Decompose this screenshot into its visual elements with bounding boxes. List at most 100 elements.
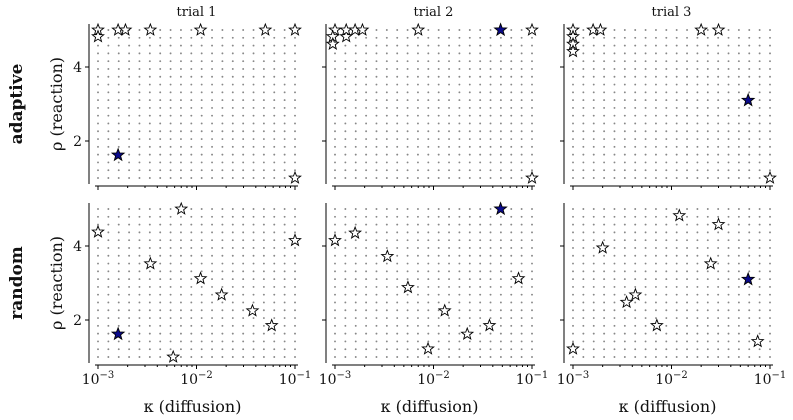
grid-dot: [603, 208, 606, 210]
grid-dot: [427, 317, 430, 319]
grid-dot: [252, 44, 255, 47]
grid-dot: [737, 293, 740, 296]
grid-dot: [479, 356, 482, 358]
grid-dot: [572, 239, 574, 242]
grid-dot: [365, 161, 368, 164]
grid-dot: [520, 208, 523, 210]
grid-dot: [655, 270, 657, 273]
grid-dot: [706, 293, 709, 296]
grid-dot: [375, 247, 378, 249]
grid-dot: [159, 215, 162, 218]
grid-dot: [634, 138, 637, 140]
grid-dot: [592, 36, 595, 39]
grid-dot: [138, 106, 141, 109]
evaluated-point-star: [437, 303, 452, 317]
grid-dot: [448, 231, 450, 234]
grid-dot: [717, 106, 720, 109]
grid-dot: [686, 91, 688, 94]
grid-dot: [592, 83, 595, 86]
grid-dot: [758, 208, 761, 210]
grid-dot: [696, 114, 699, 117]
grid-dot: [592, 208, 595, 210]
grid-dot: [396, 130, 399, 133]
grid-dot: [613, 122, 616, 125]
grid-dot: [489, 301, 492, 304]
grid-dot: [107, 247, 110, 249]
grid-dot: [365, 324, 368, 327]
grid-dot: [365, 270, 368, 273]
grid-dot: [603, 270, 606, 273]
grid-dot: [242, 177, 245, 179]
grid-dot: [468, 153, 471, 156]
grid-dot: [603, 130, 606, 133]
grid-dot: [138, 52, 141, 55]
grid-dot: [458, 83, 461, 86]
grid-dot: [231, 340, 234, 343]
grid-dot: [510, 332, 513, 335]
grid-dot: [603, 106, 606, 109]
grid-dot: [717, 348, 720, 351]
grid-dot: [582, 293, 585, 296]
grid-dot: [489, 293, 492, 296]
evaluated-point-star: [672, 208, 687, 222]
grid-dot: [283, 309, 286, 312]
grid-dot: [365, 138, 368, 140]
grid-dot: [128, 122, 131, 125]
grid-dot: [717, 247, 720, 249]
grid-dot: [655, 262, 657, 265]
grid-dot: [427, 68, 430, 70]
grid-dot: [572, 130, 574, 133]
grid-dot: [603, 278, 606, 281]
grid-dot: [406, 231, 409, 234]
grid-dot: [385, 231, 388, 234]
grid-dot: [252, 293, 255, 296]
grid-dot: [273, 161, 276, 164]
grid-dot: [603, 309, 606, 312]
grid-dot: [107, 60, 110, 63]
grid-dot: [655, 161, 657, 164]
grid-dot: [107, 254, 110, 257]
grid-dot: [97, 169, 99, 172]
grid-dot: [190, 44, 193, 47]
grid-dot: [655, 254, 657, 257]
grid-dot: [107, 278, 110, 281]
grid-dot: [375, 138, 378, 140]
x-axis-label: κ (diffusion): [381, 397, 479, 416]
grid-dot: [417, 99, 419, 102]
grid-dot: [273, 138, 276, 140]
grid-dot: [696, 215, 699, 218]
grid-dot: [148, 138, 151, 140]
grid-dot: [148, 247, 151, 249]
grid-dot: [634, 270, 637, 273]
grid-dot: [344, 215, 347, 218]
grid-dot: [190, 114, 193, 117]
grid-dot: [180, 332, 182, 335]
grid-dot: [758, 91, 761, 94]
evaluated-point-star: [694, 22, 709, 36]
grid-dot: [603, 332, 606, 335]
grid-dot: [582, 68, 585, 70]
grid-dot: [499, 177, 502, 179]
grid-dot: [644, 52, 647, 55]
grid-dot: [396, 68, 399, 70]
best-point-star: [493, 201, 508, 216]
grid-dot: [242, 324, 245, 327]
grid-dot: [437, 270, 440, 273]
grid-dot: [634, 36, 637, 39]
grid-dot: [354, 169, 357, 172]
grid-dot: [406, 340, 409, 343]
grid-dot: [242, 340, 245, 343]
grid-dot: [242, 332, 245, 335]
grid-dot: [613, 130, 616, 133]
grid-dot: [748, 223, 751, 226]
grid-dot: [592, 317, 595, 319]
grid-dot: [489, 52, 492, 55]
grid-dot: [717, 239, 720, 242]
grid-dot: [231, 52, 234, 55]
grid-dot: [717, 52, 720, 55]
grid-dot: [655, 145, 657, 148]
grid-dot: [623, 223, 626, 226]
grid-dot: [448, 215, 450, 218]
grid-dot: [582, 239, 585, 242]
grid-dot: [283, 138, 286, 140]
